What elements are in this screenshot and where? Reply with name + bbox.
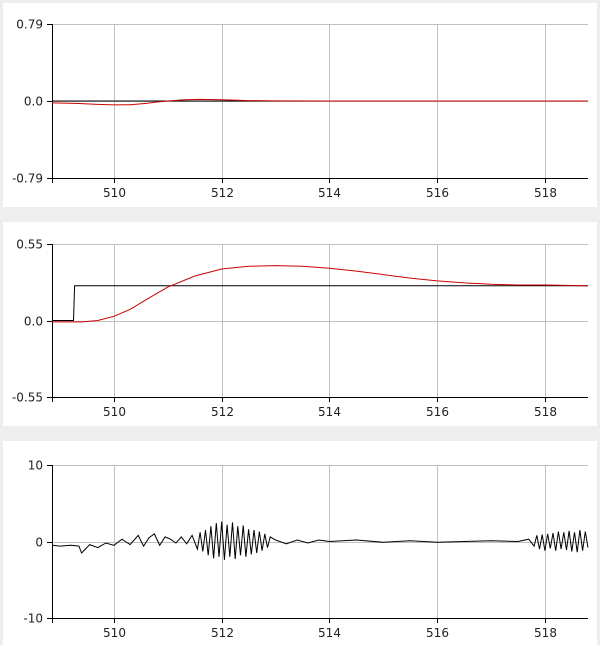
y-tick-label: 0.55 bbox=[16, 238, 43, 252]
y-tick-label: 0.0 bbox=[24, 315, 43, 329]
chart-panel-3: 510 512 514 516 518 10 0 -10 bbox=[3, 441, 597, 645]
series-line-1 bbox=[52, 285, 588, 321]
y-tick-label: 0.79 bbox=[16, 18, 43, 32]
y-tick-label: 0.0 bbox=[24, 95, 43, 109]
chart-background bbox=[3, 3, 597, 207]
x-tick-label: 510 bbox=[103, 186, 126, 200]
x-tick-label: 512 bbox=[211, 405, 234, 419]
x-tick-label: 518 bbox=[534, 186, 557, 200]
series-line-2 bbox=[52, 265, 589, 323]
y-tick-label: -0.79 bbox=[12, 172, 43, 186]
x-tick-label: 510 bbox=[103, 626, 126, 640]
x-tick-label: 518 bbox=[534, 405, 557, 419]
x-tick-label: 514 bbox=[318, 186, 341, 200]
x-tick-label: 516 bbox=[426, 186, 449, 200]
x-tick-label: 514 bbox=[318, 626, 341, 640]
x-tick-label: 510 bbox=[103, 405, 126, 419]
y-tick-label: -10 bbox=[23, 612, 43, 626]
x-tick-label: 512 bbox=[211, 186, 234, 200]
y-tick-label: 0 bbox=[35, 536, 43, 550]
x-tick-label: 512 bbox=[211, 626, 234, 640]
chart-background bbox=[3, 222, 597, 426]
x-tick-label: 516 bbox=[426, 626, 449, 640]
series-line-1 bbox=[51, 521, 589, 560]
y-tick-label: 10 bbox=[28, 459, 43, 473]
x-tick-label: 516 bbox=[426, 405, 449, 419]
x-tick-label: 514 bbox=[318, 405, 341, 419]
series-line-2 bbox=[51, 98, 588, 106]
chart-panel-1: 510 512 514 516 518 0.79 0.0 -0.79 bbox=[3, 3, 597, 207]
x-tick-label: 518 bbox=[534, 626, 557, 640]
chart-panel-2: 510 512 514 516 518 0.55 0.0 -0.55 bbox=[3, 222, 597, 426]
y-tick-label: -0.55 bbox=[12, 391, 43, 405]
